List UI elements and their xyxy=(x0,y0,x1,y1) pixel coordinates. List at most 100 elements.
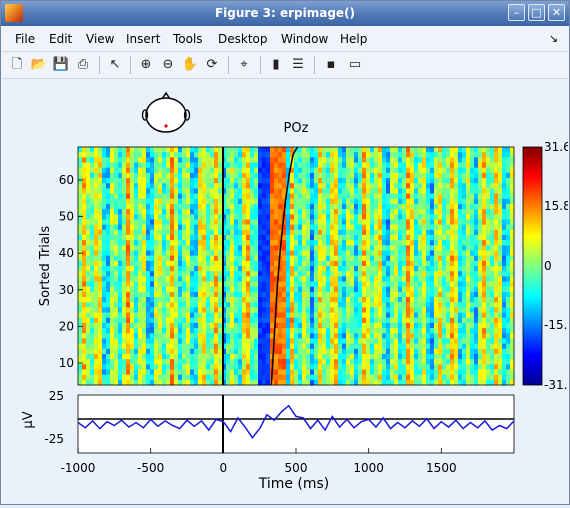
heatmap-cell xyxy=(414,183,419,189)
heatmap-cell xyxy=(206,266,211,272)
heatmap-cell xyxy=(230,250,235,257)
heatmap-cell xyxy=(246,317,251,324)
heatmap-cell xyxy=(410,374,415,381)
heatmap-cell xyxy=(494,281,499,288)
heatmap-cell xyxy=(150,162,155,169)
heatmap-cell xyxy=(146,250,151,257)
menu-view[interactable]: View xyxy=(86,32,115,46)
heatmap-cell xyxy=(506,209,511,215)
pan-icon[interactable]: ✋ xyxy=(181,57,199,72)
heatmap-cell xyxy=(470,302,475,308)
heatmap-cell xyxy=(298,312,303,319)
maximize-button[interactable]: □ xyxy=(528,4,545,21)
rotate-icon[interactable]: ⟳ xyxy=(206,57,218,72)
heatmap-cell xyxy=(474,157,479,164)
heatmap-cell xyxy=(294,328,299,334)
heatmap-cell xyxy=(206,234,211,241)
heatmap-cell xyxy=(290,167,295,174)
heatmap-cell xyxy=(82,157,87,164)
heatmap-cell xyxy=(474,178,479,184)
heatmap-cell xyxy=(354,255,359,262)
heatmap-cell xyxy=(354,307,359,314)
menu-file[interactable]: File xyxy=(15,32,36,46)
heatmap-cell xyxy=(366,374,371,381)
heatmap-cell xyxy=(234,250,239,257)
heatmap-cell xyxy=(326,328,331,334)
heatmap-cell xyxy=(282,312,287,319)
heatmap-cell xyxy=(346,157,351,164)
heatmap-cell xyxy=(86,183,91,189)
heatmap-cell xyxy=(346,224,351,231)
menu-insert[interactable]: Insert xyxy=(126,32,161,46)
new-figure-icon[interactable]: 🗋 xyxy=(11,57,23,72)
heatmap-cell xyxy=(302,198,307,205)
heatmap-cell xyxy=(250,312,255,319)
dock-arrow-icon[interactable]: ↘ xyxy=(548,32,558,45)
heatmap-cell xyxy=(234,297,239,303)
heatmap-cell xyxy=(166,307,171,314)
save-icon[interactable]: 💾 xyxy=(52,57,70,72)
heatmap-cell xyxy=(78,219,83,226)
print-icon[interactable]: ⎙ xyxy=(77,57,89,72)
heatmap-cell xyxy=(406,157,411,164)
heatmap-cell xyxy=(346,209,351,215)
heatmap-cell xyxy=(302,255,307,262)
heatmap-cell xyxy=(122,234,127,241)
heatmap-cell xyxy=(310,359,315,365)
zoom-out-icon[interactable]: ⊖ xyxy=(162,57,174,72)
heatmap-cell xyxy=(274,364,279,370)
close-button[interactable]: ✕ xyxy=(548,4,565,21)
heatmap-cell xyxy=(358,297,363,303)
heatmap-cell xyxy=(330,338,335,345)
heatmap-cell xyxy=(94,234,99,241)
title-bar[interactable]: Figure 3: erpimage() – □ ✕ xyxy=(1,1,569,26)
heatmap-cell xyxy=(182,338,187,345)
menu-window[interactable]: Window xyxy=(281,32,329,46)
heatmap-cell xyxy=(126,178,131,184)
show-plot-tools-icon[interactable]: ▭ xyxy=(348,57,362,72)
legend-icon[interactable]: ☰ xyxy=(292,57,304,72)
minimize-button[interactable]: – xyxy=(508,4,525,21)
menu-help[interactable]: Help xyxy=(340,32,368,46)
heatmap-cell xyxy=(350,266,355,272)
heatmap-cell xyxy=(258,374,263,381)
heatmap-cell xyxy=(346,234,351,241)
heatmap-cell xyxy=(90,209,95,215)
heatmap-cell xyxy=(258,260,263,267)
heatmap-cell xyxy=(270,291,275,298)
heatmap-cell xyxy=(198,338,203,345)
heatmap-cell xyxy=(246,219,251,226)
heatmap-cell xyxy=(378,224,383,231)
heatmap-cell xyxy=(250,214,255,220)
heatmap-cell xyxy=(402,338,407,345)
heatmap-cell xyxy=(326,291,331,298)
heatmap-cell xyxy=(390,343,395,350)
heatmap-cell xyxy=(94,338,99,345)
heatmap-cell xyxy=(270,240,275,246)
hide-plot-tools-icon[interactable]: ▪ xyxy=(326,57,336,72)
colorbar-icon[interactable]: ▮ xyxy=(272,57,280,72)
heatmap-cell xyxy=(358,328,363,334)
heatmap-cell xyxy=(142,276,147,283)
heatmap-cell xyxy=(286,250,291,257)
heatmap-cell xyxy=(158,312,163,319)
heatmap-cell xyxy=(338,276,343,283)
heatmap-cell xyxy=(266,147,271,153)
open-file-icon[interactable]: 📂 xyxy=(30,57,48,72)
menu-tools[interactable]: Tools xyxy=(173,32,203,46)
menu-edit[interactable]: Edit xyxy=(49,32,73,46)
data-cursor-icon[interactable]: ⌖ xyxy=(240,57,248,72)
heatmap-cell xyxy=(494,245,499,251)
heatmap-cell xyxy=(342,343,347,350)
heatmap-cell xyxy=(446,364,451,370)
zoom-in-icon[interactable]: ⊕ xyxy=(140,57,152,72)
heatmap-cell xyxy=(122,379,127,386)
arrow-select-icon[interactable]: ↖ xyxy=(109,57,121,72)
heatmap-cell xyxy=(242,338,247,345)
menu-desktop[interactable]: Desktop xyxy=(218,32,268,46)
heatmap-cell xyxy=(322,255,327,262)
heatmap-cell xyxy=(242,343,247,350)
heatmap-cell xyxy=(230,374,235,381)
heatmap-cell xyxy=(394,260,399,267)
heatmap-cell xyxy=(342,167,347,174)
